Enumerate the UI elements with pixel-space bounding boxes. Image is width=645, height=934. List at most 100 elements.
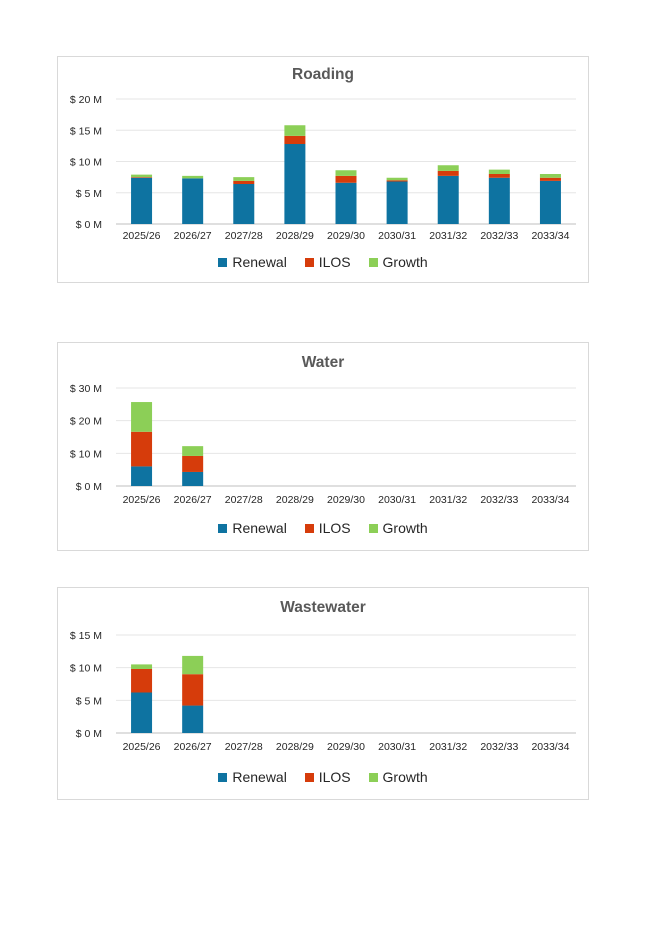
- bar-segment-ilos: [335, 175, 357, 183]
- bar-segment-renewal: [539, 180, 561, 224]
- legend-item-growth: Growth: [368, 769, 428, 785]
- y-tick-label: $ 15 M: [70, 630, 102, 642]
- legend-item-renewal: Renewal: [218, 254, 287, 270]
- x-tick-label: 2031/32: [429, 741, 467, 753]
- x-tick-label: 2028/29: [276, 741, 314, 753]
- legend-swatch-growth: [368, 773, 378, 782]
- y-tick-label: $ 0 M: [76, 728, 102, 740]
- x-tick-label: 2030/31: [378, 494, 416, 506]
- bar-segment-ilos: [233, 180, 255, 184]
- legend-label-ilos: ILOS: [318, 769, 351, 785]
- bar-segment-ilos: [488, 174, 510, 178]
- bar-segment-ilos: [131, 668, 153, 693]
- y-tick-label: $ 20 M: [70, 416, 102, 428]
- bar-segment-growth: [335, 170, 357, 176]
- y-tick-label: $ 10 M: [70, 448, 102, 460]
- bar-segment-growth: [539, 174, 561, 178]
- bar-segment-renewal: [131, 177, 153, 224]
- bar-segment-growth: [182, 175, 204, 179]
- legend-item-renewal: Renewal: [218, 769, 287, 785]
- chart-legend: Renewal ILOS Growth: [58, 520, 588, 536]
- bar-segment-ilos: [437, 170, 459, 176]
- y-tick-label: $ 0 M: [76, 481, 102, 493]
- bar-segment-renewal: [182, 471, 204, 486]
- bar-segment-growth: [233, 177, 255, 181]
- legend-label-ilos: ILOS: [318, 254, 351, 270]
- bar-segment-renewal: [386, 181, 408, 224]
- y-tick-label: $ 20 M: [70, 94, 102, 106]
- x-tick-label: 2030/31: [378, 230, 416, 242]
- bar-segment-growth: [488, 169, 510, 174]
- x-tick-label: 2028/29: [276, 494, 314, 506]
- x-tick-label: 2025/26: [123, 741, 161, 753]
- y-tick-label: $ 10 M: [70, 663, 102, 675]
- x-tick-label: 2027/28: [225, 230, 263, 242]
- legend-label-growth: Growth: [382, 254, 428, 270]
- chart-svg-roading: $ 0 M $ 5 M $ 10 M $ 15 M $ 20 M 2025/26 2026/…: [70, 94, 576, 242]
- x-tick-label: 2029/30: [327, 494, 365, 506]
- x-tick-label: 2026/27: [174, 741, 212, 753]
- x-tick-label: 2027/28: [225, 494, 263, 506]
- legend-label-renewal: Renewal: [232, 520, 287, 536]
- bar-segment-renewal: [131, 692, 153, 733]
- bar-segment-renewal: [131, 466, 153, 486]
- chart-svg-water: $ 0 M $ 10 M $ 20 M $ 30 M 2025/26 2026/27 202…: [70, 383, 576, 506]
- y-tick-label: $ 5 M: [76, 695, 102, 707]
- bar-segment-growth: [386, 177, 408, 181]
- legend-swatch-ilos: [304, 258, 314, 267]
- x-tick-label: 2031/32: [429, 494, 467, 506]
- legend-swatch-growth: [368, 258, 378, 267]
- y-tick-label: $ 15 M: [70, 125, 102, 137]
- x-tick-label: 2026/27: [174, 230, 212, 242]
- x-tick-label: 2031/32: [429, 230, 467, 242]
- bar-segment-renewal: [284, 144, 306, 224]
- legend-label-ilos: ILOS: [318, 520, 351, 536]
- legend-item-ilos: ILOS: [304, 520, 351, 536]
- chart-svg-wastewater: $ 0 M $ 5 M $ 10 M $ 15 M 2025/26 2026/27 2027…: [70, 630, 576, 753]
- bar-segment-ilos: [131, 177, 153, 178]
- legend-item-growth: Growth: [368, 254, 428, 270]
- chart-title: Water: [301, 354, 345, 371]
- y-tick-label: $ 0 M: [76, 219, 102, 231]
- legend-label-renewal: Renewal: [232, 254, 287, 270]
- bar-segment-ilos: [131, 431, 153, 467]
- y-tick-label: $ 5 M: [76, 188, 102, 200]
- legend-item-ilos: ILOS: [304, 254, 351, 270]
- x-tick-label: 2029/30: [327, 741, 365, 753]
- x-tick-label: 2033/34: [531, 494, 569, 506]
- bar-segment-growth: [131, 174, 153, 178]
- bar-segment-growth: [182, 655, 204, 675]
- bar-segment-growth: [131, 402, 153, 432]
- x-tick-label: 2033/34: [531, 230, 569, 242]
- legend-item-growth: Growth: [368, 520, 428, 536]
- chart-legend: Renewal ILOS Growth: [58, 254, 588, 270]
- bar-segment-renewal: [335, 182, 357, 224]
- chart-title: Wastewater: [280, 599, 366, 616]
- legend-swatch-renewal: [218, 524, 228, 533]
- legend-label-renewal: Renewal: [232, 769, 287, 785]
- x-tick-label: 2025/26: [123, 494, 161, 506]
- bar-segment-growth: [437, 165, 459, 171]
- x-tick-label: 2033/34: [531, 741, 569, 753]
- legend-swatch-ilos: [304, 773, 314, 782]
- x-tick-label: 2032/33: [480, 230, 518, 242]
- x-tick-label: 2032/33: [480, 741, 518, 753]
- bar-segment-renewal: [437, 175, 459, 224]
- y-tick-label: $ 10 M: [70, 157, 102, 169]
- x-tick-label: 2030/31: [378, 741, 416, 753]
- bar-segment-ilos: [284, 135, 306, 144]
- legend-swatch-growth: [368, 524, 378, 533]
- x-tick-label: 2032/33: [480, 494, 518, 506]
- x-tick-label: 2027/28: [225, 741, 263, 753]
- legend-label-growth: Growth: [382, 520, 428, 536]
- legend-swatch-renewal: [218, 773, 228, 782]
- bar-segment-growth: [131, 664, 153, 669]
- x-tick-label: 2029/30: [327, 230, 365, 242]
- bar-segment-ilos: [539, 177, 561, 181]
- x-tick-label: 2025/26: [123, 230, 161, 242]
- bar-segment-renewal: [233, 184, 255, 224]
- x-tick-label: 2028/29: [276, 230, 314, 242]
- bar-segment-ilos: [386, 180, 408, 182]
- y-tick-label: $ 30 M: [70, 383, 102, 395]
- bar-segment-growth: [284, 125, 306, 136]
